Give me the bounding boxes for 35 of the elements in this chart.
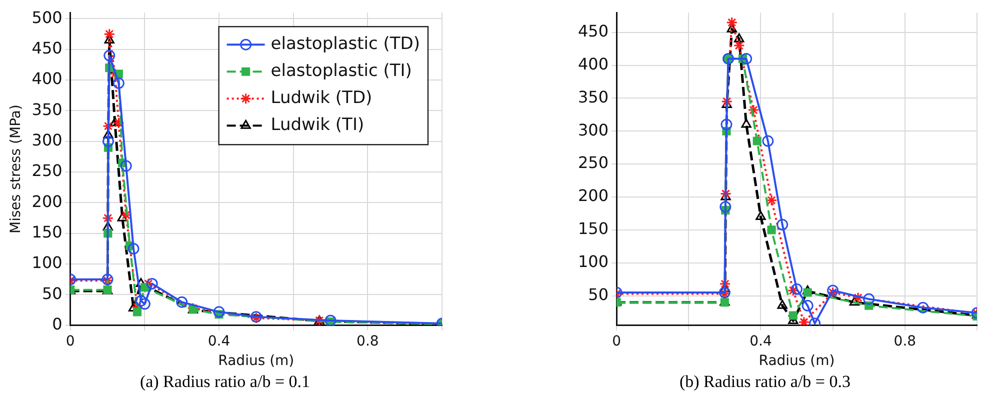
x-tick-label: 0.4 bbox=[208, 333, 230, 350]
x-tick-label: 0.4 bbox=[750, 333, 772, 350]
legend-label: Ludwik (TD) bbox=[270, 88, 372, 108]
legend-label: elastoplastic (TD) bbox=[270, 34, 420, 54]
y-tick-label: 150 bbox=[32, 222, 62, 242]
y-tick-label: 0 bbox=[52, 314, 62, 334]
y-tick-label: 250 bbox=[578, 153, 609, 172]
x-axis-title: Radius (m) bbox=[218, 353, 294, 370]
y-tick-label: 100 bbox=[32, 253, 62, 272]
y-tick-label: 100 bbox=[578, 252, 609, 271]
y-tick-label: 50 bbox=[42, 284, 62, 303]
x-tick-label: 0 bbox=[66, 333, 75, 350]
x-tick-label: 0.8 bbox=[356, 333, 379, 350]
y-tick-label: 500 bbox=[32, 8, 62, 27]
legend-label: elastoplastic (TI) bbox=[270, 61, 412, 82]
y-tick-label: 250 bbox=[32, 161, 62, 180]
text: (a) Radius ratio a/b = 0.1 bbox=[138, 372, 312, 392]
y-tick-label: 400 bbox=[578, 54, 609, 74]
x-tick-label: 0.8 bbox=[894, 333, 916, 350]
y-tick-label: 50 bbox=[588, 284, 609, 304]
y-tick-label: 350 bbox=[578, 87, 609, 106]
y-tick-label: 150 bbox=[578, 219, 609, 238]
x-tick-label: 0 bbox=[612, 333, 621, 350]
y-tick-label: 350 bbox=[32, 100, 62, 119]
y-tick-label: 300 bbox=[32, 130, 62, 150]
x-axis-title: Radius (m) bbox=[758, 353, 835, 370]
y-axis-title: Mises stress (MPa) bbox=[8, 104, 24, 234]
y-tick-label: 200 bbox=[32, 192, 62, 211]
y-tick-label: 400 bbox=[32, 69, 62, 88]
y-tick-label: 300 bbox=[578, 120, 609, 140]
text: (b) Radius ratio a/b = 0.3 bbox=[678, 372, 852, 392]
y-tick-label: 450 bbox=[32, 38, 62, 58]
legend-label: Ludwik (TI) bbox=[270, 115, 364, 136]
y-tick-label: 200 bbox=[578, 186, 609, 206]
y-tick-label: 450 bbox=[578, 22, 609, 41]
